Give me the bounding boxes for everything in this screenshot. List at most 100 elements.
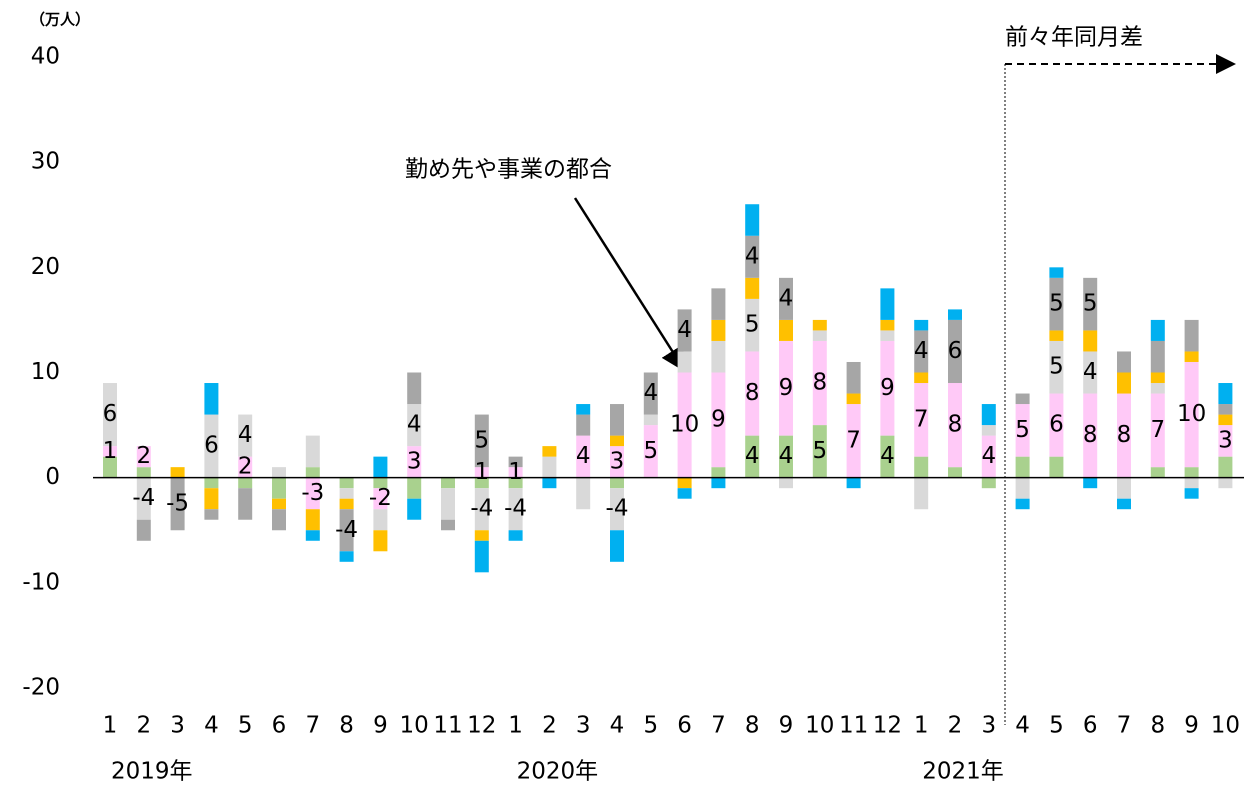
bar-segment bbox=[407, 404, 422, 447]
data-label: 1 bbox=[508, 459, 523, 485]
bar-segment bbox=[339, 488, 354, 499]
bar-segment bbox=[103, 383, 117, 447]
bar-segment bbox=[542, 446, 557, 457]
x-tick-label: 8 bbox=[1150, 713, 1165, 739]
bar-segment bbox=[745, 435, 760, 478]
x-tick-label: 8 bbox=[339, 713, 354, 739]
bar-segment bbox=[711, 340, 726, 373]
data-label: -2 bbox=[369, 485, 392, 511]
data-label: 5 bbox=[1049, 354, 1064, 380]
x-tick-label: 12 bbox=[873, 713, 902, 739]
bar-segment bbox=[1117, 498, 1131, 510]
bar-segment bbox=[1049, 330, 1064, 341]
bar-segment bbox=[373, 530, 388, 552]
x-tick-label: 7 bbox=[1117, 713, 1132, 739]
bar-segment bbox=[1049, 456, 1064, 478]
data-label: 6 bbox=[1049, 412, 1064, 438]
bar-segment bbox=[610, 488, 624, 531]
bar-segment bbox=[238, 414, 253, 457]
bar-segment bbox=[981, 435, 996, 478]
x-tick-label: 5 bbox=[1049, 713, 1064, 739]
data-label: 4 bbox=[643, 380, 658, 406]
bar-segment bbox=[407, 446, 422, 478]
x-tick-label: 10 bbox=[400, 713, 429, 739]
bar-segment bbox=[1184, 488, 1199, 499]
bar-segment bbox=[914, 477, 929, 510]
data-label: 9 bbox=[779, 375, 794, 401]
data-label: 3 bbox=[407, 448, 422, 474]
x-tick-label: 5 bbox=[238, 713, 253, 739]
bar-segment bbox=[745, 204, 760, 236]
bar-segment bbox=[1150, 319, 1165, 341]
bar-segment bbox=[1015, 404, 1030, 457]
x-tick-label: 10 bbox=[805, 713, 834, 739]
bar-segment bbox=[779, 477, 793, 489]
data-label: 6 bbox=[948, 338, 963, 364]
bar-segment bbox=[914, 319, 929, 331]
bar-segment bbox=[812, 425, 827, 478]
bar-segment bbox=[441, 488, 455, 520]
x-tick-label: 7 bbox=[711, 713, 726, 739]
bar-segment bbox=[745, 298, 760, 352]
bar-segment bbox=[1049, 267, 1064, 278]
bar-segment bbox=[373, 509, 388, 531]
bar-segment bbox=[711, 477, 726, 489]
bar-segment bbox=[103, 456, 117, 478]
bar-segment bbox=[812, 319, 827, 331]
bar-segment bbox=[1218, 456, 1233, 478]
bar-segment bbox=[846, 477, 861, 489]
bar-segment bbox=[1083, 330, 1098, 352]
bar-segment bbox=[576, 435, 591, 478]
bar-segment bbox=[272, 509, 286, 531]
data-label: 10 bbox=[670, 412, 699, 438]
bar-segment bbox=[305, 509, 320, 531]
data-label: -5 bbox=[166, 490, 189, 516]
data-label: 5 bbox=[745, 312, 760, 338]
bar-segment bbox=[643, 425, 658, 478]
bar-segment bbox=[1150, 340, 1165, 373]
bar-segment bbox=[779, 340, 793, 436]
bar-segment bbox=[474, 540, 489, 573]
bar-segment bbox=[1049, 340, 1064, 394]
bar-segment bbox=[305, 435, 320, 468]
bar-segment bbox=[643, 372, 658, 415]
bar-segment bbox=[745, 235, 760, 278]
bar-segment bbox=[441, 519, 455, 531]
bar-segment bbox=[1218, 404, 1233, 415]
bar-segment bbox=[880, 330, 895, 341]
data-label: 5 bbox=[643, 438, 658, 464]
bar-segment bbox=[948, 319, 962, 384]
data-label: 6 bbox=[204, 433, 219, 459]
bar-segment bbox=[1083, 477, 1098, 489]
bar-segment bbox=[880, 319, 895, 331]
data-label: 6 bbox=[103, 401, 118, 427]
bar-segment bbox=[880, 340, 895, 436]
bar-segment bbox=[238, 488, 253, 520]
bar-segment bbox=[1150, 383, 1165, 394]
bar-segment bbox=[136, 467, 151, 478]
data-label: 5 bbox=[1083, 291, 1098, 317]
bar-segment bbox=[1117, 372, 1131, 394]
data-label: 4 bbox=[745, 443, 760, 469]
bar-segment bbox=[474, 467, 489, 478]
x-tick-label: 10 bbox=[1211, 713, 1240, 739]
data-label: 2 bbox=[136, 443, 151, 469]
data-label: 4 bbox=[677, 317, 692, 343]
data-label: 8 bbox=[948, 412, 963, 438]
bar-segment bbox=[305, 530, 320, 541]
data-label: 5 bbox=[1015, 417, 1030, 443]
y-unit-label: （万人） bbox=[30, 11, 90, 29]
bar-segment bbox=[677, 488, 692, 499]
bar-segment bbox=[508, 456, 523, 468]
bar-segment bbox=[610, 404, 624, 436]
x-tick-label: 6 bbox=[677, 713, 692, 739]
x-tick-label: 6 bbox=[1083, 713, 1098, 739]
bar-segment bbox=[745, 277, 760, 299]
bar-segment bbox=[948, 467, 962, 478]
x-tick-label: 2 bbox=[542, 713, 557, 739]
data-label: 7 bbox=[846, 427, 861, 453]
bar-segment bbox=[677, 477, 692, 489]
bar-segment bbox=[610, 530, 624, 562]
bar-segment bbox=[407, 477, 422, 499]
